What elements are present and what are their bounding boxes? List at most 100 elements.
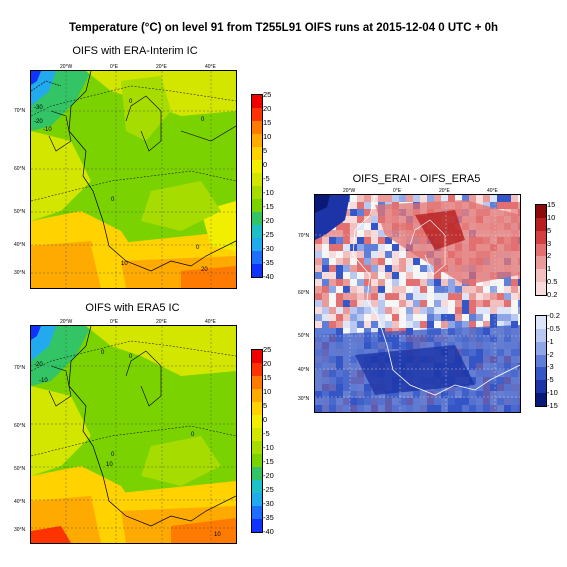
difference-cell bbox=[511, 195, 518, 202]
lon-label: 40°E bbox=[205, 319, 216, 325]
difference-cell bbox=[357, 202, 364, 209]
difference-cell bbox=[511, 286, 518, 293]
difference-cell bbox=[343, 244, 350, 251]
difference-cell bbox=[511, 209, 518, 216]
difference-cell bbox=[476, 286, 483, 293]
colorbar-segment bbox=[252, 147, 262, 160]
colorbar-labels: 25 20 15 10 5 0 -5 -10 -15 -20 -25 -30 -35 -40 bbox=[263, 345, 293, 536]
difference-cell bbox=[315, 307, 322, 314]
colorbar-tick-label: -35 bbox=[263, 258, 274, 267]
colorbar-tick-label: -30 bbox=[263, 244, 274, 253]
difference-cell bbox=[441, 279, 448, 286]
difference-cell bbox=[378, 307, 385, 314]
difference-cell bbox=[350, 300, 357, 307]
difference-colorbar-negative bbox=[535, 315, 547, 407]
difference-cell bbox=[378, 328, 385, 335]
colorbar-tick-label: -15 bbox=[547, 401, 558, 410]
difference-cell bbox=[420, 321, 427, 328]
colorbar-labels: -0.2 -0.5 -1 -2 -3 -5 -10 -15 bbox=[547, 311, 567, 410]
contour-label: 0 bbox=[111, 197, 115, 203]
difference-cell bbox=[448, 195, 455, 202]
difference-cell bbox=[322, 300, 329, 307]
difference-cell bbox=[350, 265, 357, 272]
difference-cell bbox=[441, 300, 448, 307]
colorbar-segment bbox=[536, 328, 546, 342]
difference-cell bbox=[413, 258, 420, 265]
difference-cell bbox=[343, 314, 350, 321]
difference-cell bbox=[336, 258, 343, 265]
difference-cell bbox=[518, 209, 520, 216]
colorbar-segment bbox=[536, 393, 546, 407]
colorbar-segment bbox=[252, 415, 262, 428]
difference-cell bbox=[350, 237, 357, 244]
difference-cell bbox=[350, 293, 357, 300]
difference-cell bbox=[371, 314, 378, 321]
difference-cell bbox=[364, 279, 371, 286]
difference-cell bbox=[392, 286, 399, 293]
difference-cell bbox=[350, 202, 357, 209]
difference-cell bbox=[315, 321, 322, 328]
difference-cell bbox=[399, 265, 406, 272]
colorbar-segment bbox=[252, 506, 262, 519]
colorbar-segment bbox=[252, 480, 262, 493]
colorbar-tick-label: 0 bbox=[263, 415, 268, 424]
difference-cell bbox=[336, 272, 343, 279]
difference-cell bbox=[406, 265, 413, 272]
difference-cell bbox=[462, 307, 469, 314]
difference-cell bbox=[343, 293, 350, 300]
colorbar-segment bbox=[252, 467, 262, 480]
difference-cell bbox=[476, 314, 483, 321]
contour-label: -30 bbox=[34, 105, 43, 111]
difference-cell bbox=[490, 300, 497, 307]
difference-cell bbox=[518, 272, 520, 279]
colorbar-tick-label: 2 bbox=[547, 251, 552, 261]
colorbar-segment bbox=[536, 380, 546, 394]
colorbar-segment bbox=[536, 367, 546, 381]
difference-cell bbox=[350, 314, 357, 321]
contour-label: 10 bbox=[214, 532, 221, 538]
colorbar-tick-label: -0.2 bbox=[547, 311, 560, 320]
difference-cell bbox=[378, 251, 385, 258]
difference-cell bbox=[455, 314, 462, 321]
colorbar-segment bbox=[536, 316, 546, 329]
difference-cell bbox=[413, 300, 420, 307]
difference-cell bbox=[371, 272, 378, 279]
difference-cell bbox=[490, 202, 497, 209]
difference-cell bbox=[406, 314, 413, 321]
difference-cell bbox=[315, 237, 322, 244]
difference-cell bbox=[378, 230, 385, 237]
difference-cell bbox=[371, 286, 378, 293]
lat-label: 60°N bbox=[14, 166, 26, 172]
colorbar-segment bbox=[536, 230, 546, 244]
difference-cell bbox=[399, 286, 406, 293]
difference-cell bbox=[448, 279, 455, 286]
difference-cell bbox=[329, 279, 336, 286]
difference-cell bbox=[406, 321, 413, 328]
difference-cell bbox=[378, 258, 385, 265]
difference-cell bbox=[357, 251, 364, 258]
difference-cell bbox=[420, 293, 427, 300]
lat-label: 50°N bbox=[298, 333, 310, 339]
difference-cell bbox=[371, 209, 378, 216]
difference-cell bbox=[336, 244, 343, 251]
difference-cell bbox=[364, 265, 371, 272]
difference-cell bbox=[476, 300, 483, 307]
difference-cell bbox=[343, 286, 350, 293]
difference-cell bbox=[336, 300, 343, 307]
difference-cell bbox=[462, 293, 469, 300]
temperature-colorbar-erai bbox=[251, 94, 263, 278]
colorbar-tick-label: 5 bbox=[547, 225, 552, 235]
difference-cell bbox=[385, 237, 392, 244]
difference-cell bbox=[413, 195, 420, 202]
panel-title-diff: OIFS_ERAI - OIFS_ERA5 bbox=[352, 173, 481, 185]
colorbar-segment bbox=[252, 173, 262, 186]
difference-cell bbox=[427, 321, 434, 328]
difference-cell bbox=[413, 286, 420, 293]
difference-cell bbox=[448, 314, 455, 321]
difference-cell bbox=[504, 300, 511, 307]
difference-cell bbox=[504, 286, 511, 293]
colorbar-tick-label: 10 bbox=[263, 132, 272, 141]
difference-cell bbox=[364, 237, 371, 244]
colorbar-tick-label: -40 bbox=[263, 527, 274, 536]
colorbar-segment bbox=[252, 519, 262, 532]
